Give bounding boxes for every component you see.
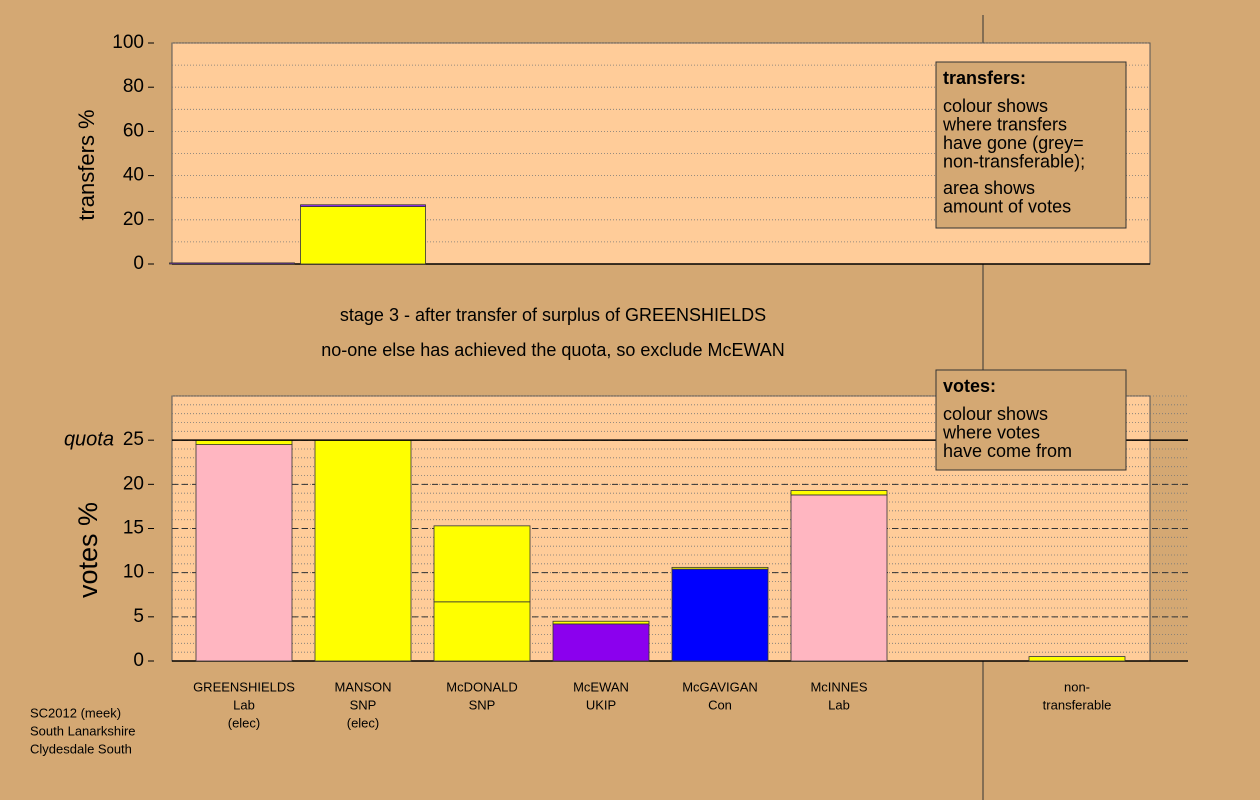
stage-text: stage 3 - after transfer of surplus of G… xyxy=(340,305,766,325)
y-tick-label: 10 xyxy=(123,562,144,583)
y-tick-label: 25 xyxy=(123,429,144,450)
y-tick-label: 20 xyxy=(123,209,144,230)
x-tick-label: (elec) xyxy=(347,715,380,730)
footer: South Lanarkshire xyxy=(30,723,136,738)
note-text: have gone (grey= xyxy=(943,133,1084,153)
x-tick-label: transferable xyxy=(1043,697,1112,712)
y-tick-label: 80 xyxy=(123,76,144,97)
x-tick-label: McINNES xyxy=(810,679,867,694)
bar-segment xyxy=(169,262,295,265)
bar-segment xyxy=(433,601,531,662)
bar-segment xyxy=(552,623,650,662)
x-tick-label: McGAVIGAN xyxy=(682,679,758,694)
footer: SC2012 (meek) xyxy=(30,705,121,720)
y-tick-label: 15 xyxy=(123,518,144,539)
note-text: where votes xyxy=(942,422,1040,442)
x-tick-label: GREENSHIELDS xyxy=(193,679,295,694)
y-axis-label: transfers % xyxy=(74,109,99,220)
note-title: votes: xyxy=(943,376,996,396)
x-tick-label: UKIP xyxy=(586,697,616,712)
y-tick-label: 100 xyxy=(112,32,144,53)
x-tick-label: Lab xyxy=(233,697,255,712)
y-axis-label: votes % xyxy=(73,502,103,598)
bar-segment xyxy=(671,566,769,570)
note-text: amount of votes xyxy=(943,196,1071,216)
note-text: colour shows xyxy=(943,96,1048,116)
x-tick-label: McDONALD xyxy=(446,679,518,694)
bar-segment xyxy=(433,525,531,603)
bar-segment xyxy=(1028,656,1126,662)
note-text: non-transferable); xyxy=(943,151,1085,171)
bar-segment xyxy=(314,439,412,662)
y-tick-label: 5 xyxy=(133,606,144,627)
y-tick-label: 20 xyxy=(123,473,144,494)
bar-segment xyxy=(790,494,888,662)
quota-label: quota xyxy=(64,428,114,450)
bar-segment xyxy=(300,204,426,207)
note-text: area shows xyxy=(943,178,1035,198)
stage-text: no-one else has achieved the quota, so e… xyxy=(321,340,785,360)
bar-segment xyxy=(790,490,888,496)
bar-segment xyxy=(300,206,426,265)
x-tick-label: non- xyxy=(1064,679,1090,694)
y-tick-label: 0 xyxy=(133,253,144,274)
note-text: where transfers xyxy=(942,114,1067,134)
y-tick-label: 0 xyxy=(133,650,144,671)
note-box xyxy=(935,369,1127,471)
x-tick-label: SNP xyxy=(350,697,377,712)
bar-segment xyxy=(195,444,293,662)
bar-segment xyxy=(552,620,650,625)
bar-segment xyxy=(671,568,769,662)
footer: Clydesdale South xyxy=(30,741,132,756)
note-text: have come from xyxy=(943,441,1072,461)
y-tick-label: 60 xyxy=(123,120,144,141)
note-text: colour shows xyxy=(943,404,1048,424)
x-tick-label: Con xyxy=(708,697,732,712)
x-tick-label: (elec) xyxy=(228,715,261,730)
y-tick-label: 40 xyxy=(123,165,144,186)
note-box xyxy=(935,61,1127,229)
x-tick-label: MANSON xyxy=(334,679,391,694)
note-title: transfers: xyxy=(943,68,1026,88)
x-tick-label: Lab xyxy=(828,697,850,712)
x-tick-label: SNP xyxy=(469,697,496,712)
x-tick-label: McEWAN xyxy=(573,679,629,694)
